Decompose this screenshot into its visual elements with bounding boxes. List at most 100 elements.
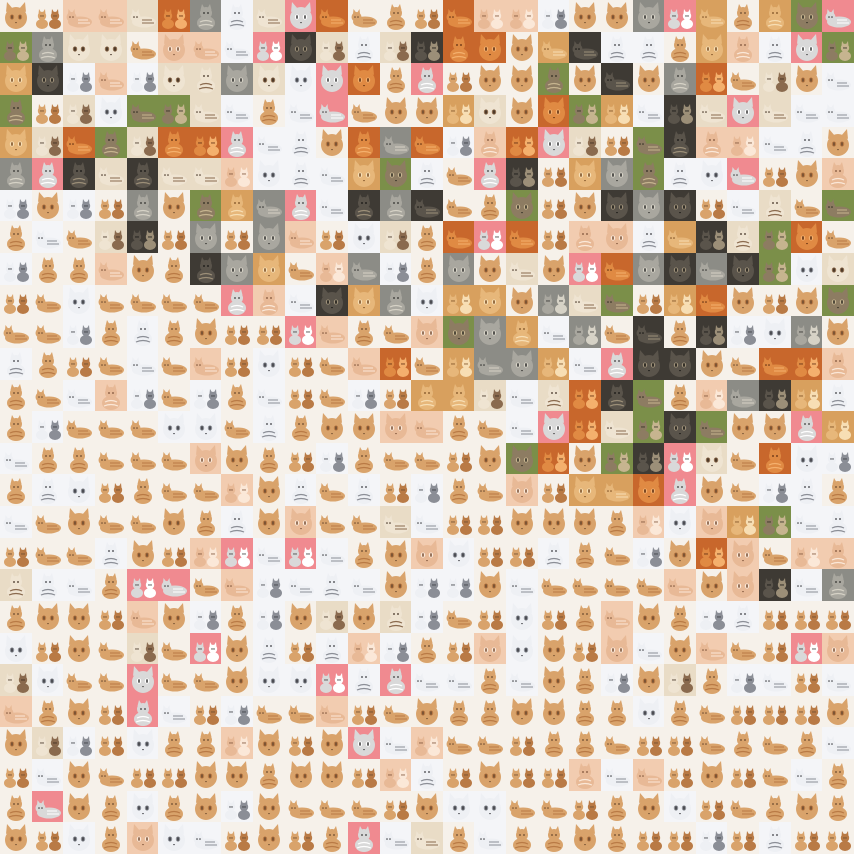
mosaic-tile-white-grey-cat-on-white <box>316 633 348 665</box>
mosaic-tile-orange-tabby-on-white <box>474 759 506 791</box>
cat-photo-thumbnail <box>601 633 633 665</box>
cat-photo-thumbnail <box>411 221 443 253</box>
mosaic-tile-siamese-beige <box>538 380 570 412</box>
mosaic-tile-pumpkin-orange <box>190 127 222 159</box>
cat-photo-thumbnail <box>158 411 190 443</box>
cat-photo-thumbnail <box>190 759 222 791</box>
cat-photo-thumbnail <box>411 348 443 380</box>
cat-photo-thumbnail <box>158 601 190 633</box>
cat-photo-thumbnail <box>221 190 253 222</box>
mosaic-tile-orange-tabby-on-white <box>285 411 317 443</box>
cat-photo-thumbnail <box>727 190 759 222</box>
cat-photo-thumbnail <box>32 538 64 570</box>
mosaic-tile-cat-on-pink-blanket <box>348 727 380 759</box>
cat-photo-thumbnail <box>759 380 791 412</box>
cat-photo-thumbnail <box>190 158 222 190</box>
mosaic-tile-orange-tabby-on-white <box>380 474 412 506</box>
mosaic-tile-orange-tabby-on-white <box>285 253 317 285</box>
cat-photo-thumbnail <box>285 822 317 854</box>
mosaic-tile-orange-tabby-on-white <box>474 664 506 696</box>
cat-photo-thumbnail <box>633 380 665 412</box>
mosaic-tile-orange-tabby-on-white <box>32 348 64 380</box>
cat-photo-thumbnail <box>253 221 285 253</box>
cat-photo-thumbnail <box>601 443 633 475</box>
cat-photo-thumbnail <box>221 759 253 791</box>
mosaic-tile-orange-tabby-on-white <box>348 506 380 538</box>
mosaic-tile-cat-on-pink-blanket <box>32 158 64 190</box>
cat-photo-thumbnail <box>538 253 570 285</box>
cat-photo-thumbnail <box>0 538 32 570</box>
mosaic-tile-orange-tabby-on-white <box>380 380 412 412</box>
mosaic-tile-orange-tabby-on-white <box>221 443 253 475</box>
mosaic-tile-white-grey-cat-on-white <box>253 380 285 412</box>
mosaic-tile-orange-tabby-on-white <box>474 538 506 570</box>
mosaic-tile-ginger-cat-warm-light <box>506 316 538 348</box>
mosaic-tile-orange-tabby-on-white <box>822 316 854 348</box>
cat-photo-thumbnail <box>727 348 759 380</box>
cat-photo-thumbnail <box>443 380 475 412</box>
mosaic-tile-grey-tabby-closeup <box>253 221 285 253</box>
mosaic-tile-orange-tabby-on-white <box>158 190 190 222</box>
cat-photo-thumbnail <box>791 443 823 475</box>
mosaic-tile-white-grey-cat-on-white <box>696 822 728 854</box>
cat-photo-thumbnail <box>696 285 728 317</box>
mosaic-tile-pumpkin-orange <box>538 443 570 475</box>
cat-photo-thumbnail <box>32 633 64 665</box>
cat-photo-thumbnail <box>0 474 32 506</box>
cat-photo-thumbnail <box>601 95 633 127</box>
mosaic-tile-dark-cat-indoor <box>285 32 317 64</box>
cat-photo-thumbnail <box>127 633 159 665</box>
cat-photo-thumbnail <box>727 601 759 633</box>
cat-photo-thumbnail <box>63 253 95 285</box>
mosaic-tile-orange-tabby-on-white <box>443 158 475 190</box>
cat-photo-thumbnail <box>474 696 506 728</box>
mosaic-tile-orange-tabby-on-white <box>253 95 285 127</box>
mosaic-tile-siamese-beige <box>190 95 222 127</box>
mosaic-tile-grey-tabby-closeup <box>253 190 285 222</box>
cat-photo-thumbnail <box>32 506 64 538</box>
cat-photo-thumbnail <box>190 601 222 633</box>
cat-photo-thumbnail <box>443 221 475 253</box>
cat-photo-thumbnail <box>569 696 601 728</box>
cat-photo-thumbnail <box>253 601 285 633</box>
cat-photo-thumbnail <box>380 190 412 222</box>
cat-photo-thumbnail <box>633 63 665 95</box>
mosaic-tile-orange-tabby-on-white <box>158 759 190 791</box>
cat-photo-thumbnail <box>664 127 696 159</box>
mosaic-tile-siamese-beige <box>759 190 791 222</box>
cat-photo-thumbnail <box>127 158 159 190</box>
cat-photo-thumbnail <box>95 791 127 823</box>
cat-photo-thumbnail <box>474 380 506 412</box>
mosaic-tile-white-grey-cat-on-white <box>822 727 854 759</box>
cat-photo-thumbnail <box>791 158 823 190</box>
cat-photo-thumbnail <box>759 506 791 538</box>
mosaic-tile-grey-tabby-closeup <box>506 348 538 380</box>
mosaic-tile-white-grey-cat-on-white <box>253 127 285 159</box>
mosaic-tile-dark-cat-indoor <box>601 63 633 95</box>
mosaic-tile-cat-in-grass <box>822 285 854 317</box>
cat-photo-thumbnail <box>633 822 665 854</box>
cat-photo-thumbnail <box>759 822 791 854</box>
cat-photo-thumbnail <box>538 474 570 506</box>
cat-photo-thumbnail <box>633 95 665 127</box>
mosaic-tile-orange-tabby-on-white <box>221 664 253 696</box>
mosaic-tile-pumpkin-orange <box>348 63 380 95</box>
mosaic-tile-peach-pastel <box>190 538 222 570</box>
mosaic-tile-dark-cat-indoor <box>759 569 791 601</box>
cat-photo-thumbnail <box>506 190 538 222</box>
mosaic-tile-orange-tabby-on-white <box>664 538 696 570</box>
cat-photo-thumbnail <box>791 759 823 791</box>
mosaic-tile-orange-tabby-on-white <box>127 506 159 538</box>
mosaic-tile-dark-cat-indoor <box>190 253 222 285</box>
cat-photo-thumbnail <box>538 601 570 633</box>
mosaic-tile-orange-tabby-on-white <box>95 633 127 665</box>
mosaic-tile-orange-tabby-on-white <box>664 822 696 854</box>
cat-photo-thumbnail <box>569 348 601 380</box>
mosaic-tile-orange-tabby-on-white <box>822 791 854 823</box>
cat-photo-thumbnail <box>158 380 190 412</box>
mosaic-tile-orange-tabby-on-white <box>633 822 665 854</box>
cat-photo-thumbnail <box>411 727 443 759</box>
mosaic-tile-cat-on-pink-blanket <box>221 538 253 570</box>
cat-photo-thumbnail <box>63 727 95 759</box>
cat-photo-thumbnail <box>759 664 791 696</box>
